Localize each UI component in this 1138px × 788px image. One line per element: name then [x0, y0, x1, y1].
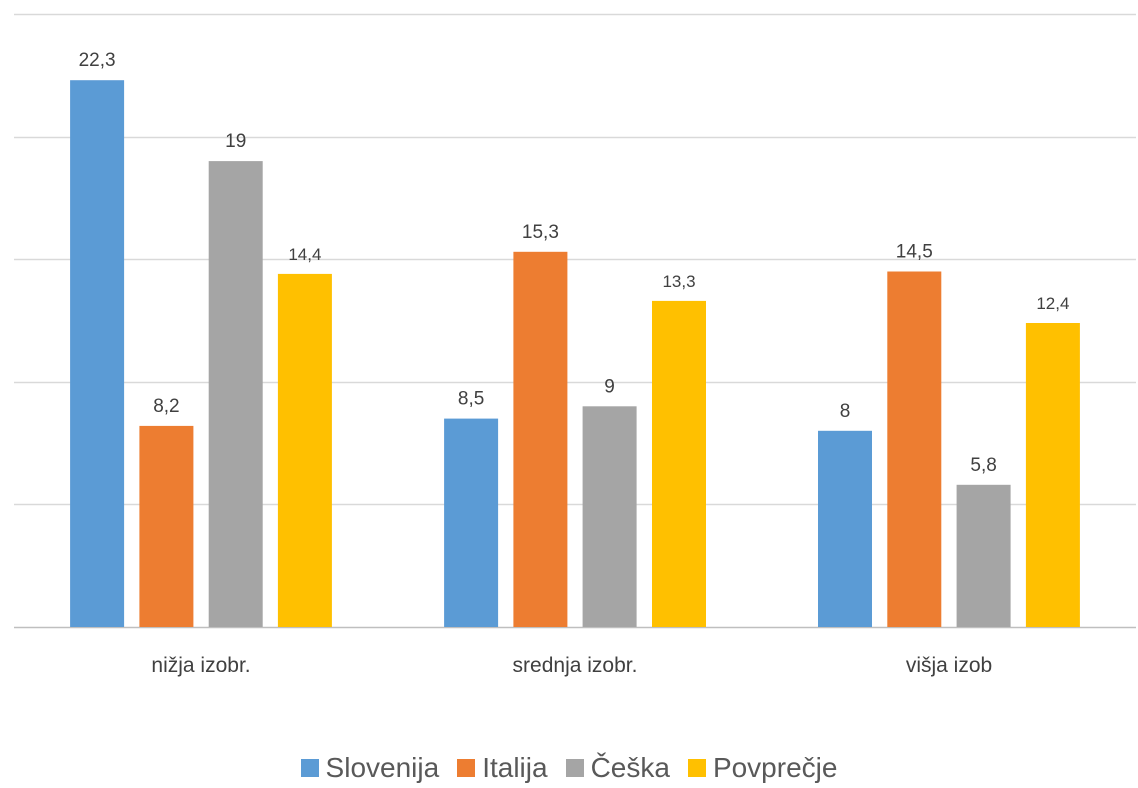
bar — [1025, 323, 1080, 627]
legend-item-ceska: Češka — [565, 752, 670, 784]
legend-swatch-italija — [457, 759, 476, 777]
legend-swatch-povprecje — [687, 759, 706, 777]
data-label: 13,3 — [662, 272, 695, 291]
data-label: 14,4 — [288, 245, 321, 264]
bars — [70, 80, 1080, 628]
data-label: 8,2 — [153, 396, 179, 417]
bar — [818, 430, 872, 627]
bar — [513, 251, 568, 628]
data-label: 15,3 — [522, 222, 559, 243]
legend-label-italija: Italija — [482, 752, 548, 783]
legend-swatch-ceska — [565, 759, 584, 777]
legend-item-slovenija: Slovenija — [300, 752, 440, 784]
legend: Slovenija Italija Češka Povprečje — [0, 752, 1138, 784]
data-label: 8,5 — [458, 389, 484, 410]
bar — [956, 484, 1011, 627]
data-label: 12,4 — [1036, 294, 1069, 313]
x-axis: nižja izobr. srednja izobr. višja izob — [151, 654, 992, 677]
legend-swatch-slovenija — [300, 759, 319, 777]
bar-chart-plot: 22,3 8,2 19 14,4 8,5 15,3 9 13,3 8 14,5 5,8 12,4 ni… — [14, 13, 1136, 677]
bar — [277, 273, 332, 627]
data-label: 22,3 — [79, 50, 116, 71]
data-label: 8 — [840, 401, 851, 422]
gridlines — [14, 13, 1136, 629]
bar — [582, 406, 637, 627]
legend-label-slovenija: Slovenija — [325, 752, 440, 783]
bar — [652, 300, 706, 627]
legend-item-italija: Italija — [457, 752, 548, 784]
legend-label-ceska: Češka — [590, 752, 670, 783]
legend-label-povprecje: Povprečje — [712, 752, 838, 783]
bar — [887, 271, 942, 627]
bar — [444, 418, 499, 627]
data-label: 14,5 — [896, 242, 933, 263]
data-label: 19 — [225, 131, 246, 152]
x-tick-label: nižja izobr. — [151, 654, 250, 677]
x-tick-label: višja izob — [906, 654, 992, 677]
bar — [139, 425, 194, 627]
data-label: 5,8 — [970, 455, 996, 476]
bar — [208, 161, 263, 627]
legend-item-povprecje: Povprečje — [687, 752, 838, 784]
x-tick-label: srednja izobr. — [513, 654, 638, 677]
bar — [70, 80, 125, 627]
data-labels: 22,3 8,2 19 14,4 8,5 15,3 9 13,3 8 14,5 5,8 12,4 — [79, 50, 1070, 476]
data-label: 9 — [604, 376, 615, 397]
